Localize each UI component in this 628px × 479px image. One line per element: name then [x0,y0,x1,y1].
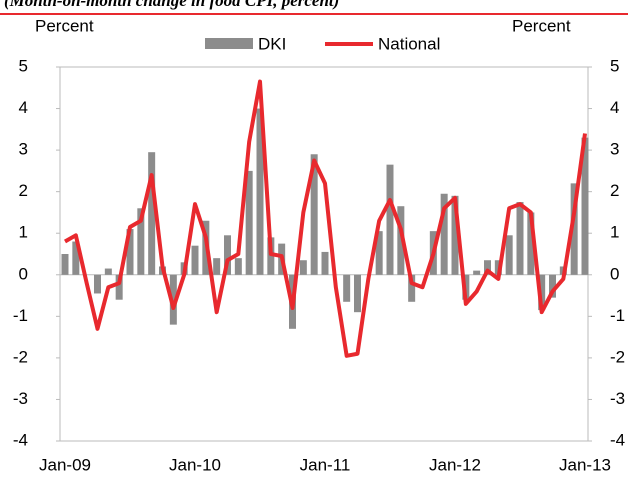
y-tick-label: 4 [19,98,28,117]
bar [245,170,253,275]
y-axis-label: Percent [35,16,94,35]
y2-tick-label: -4 [610,430,625,449]
bar [267,237,275,275]
y-tick-label: 0 [19,264,28,283]
y-tick-label: 5 [19,56,28,75]
bar [473,270,481,275]
y-tick-label: -3 [13,389,28,408]
bar [115,274,123,300]
bar [570,183,578,275]
x-tick-label: Jan-13 [559,455,611,474]
legend-label: DKI [258,34,286,53]
y2-tick-label: -2 [610,347,625,366]
bar [169,274,177,325]
bar [440,193,448,275]
bar [516,202,524,275]
bar [224,235,231,275]
bar [104,268,112,275]
y2-tick-label: 5 [610,56,619,75]
bar [72,241,80,275]
bar [299,260,307,275]
y2-tick-label: 1 [610,223,619,242]
bar [234,258,242,275]
bar [408,274,416,302]
line [64,79,587,358]
bar [310,154,318,275]
chart-title: (Month-on-month change in food CPI, perc… [4,0,339,10]
y2-tick-label: -1 [610,306,625,325]
bar [549,274,556,298]
bar [354,274,361,313]
bar [126,229,134,275]
bar [256,108,264,275]
bar [397,206,405,275]
y2-tick-label: 4 [610,98,619,117]
y-tick-label: -4 [13,430,28,449]
y2-axis-label: Percent [512,16,571,35]
legend-swatch [205,38,253,49]
bar [386,164,394,275]
bar [505,235,513,275]
y-tick-label: -1 [13,306,28,325]
y2-tick-label: 2 [610,181,619,200]
bar [484,260,491,275]
bar [451,195,459,275]
bar [321,251,329,275]
bar [375,231,383,275]
y2-tick-label: -3 [610,389,625,408]
y-tick-label: 3 [19,140,28,159]
legend-label: National [378,34,440,53]
x-tick-label: Jan-09 [39,455,91,474]
bar [94,274,101,294]
y2-tick-label: 0 [610,264,619,283]
x-tick-label: Jan-12 [429,455,481,474]
bar [148,152,156,275]
bar [213,258,221,275]
x-tick-label: Jan-11 [300,455,351,474]
bar [343,274,351,302]
bar [137,208,145,275]
y-tick-label: 2 [19,181,28,200]
y-tick-label: -2 [13,347,28,366]
bar [527,212,535,275]
y2-tick-label: 3 [610,140,619,159]
x-tick-label: Jan-10 [169,455,221,474]
bar [538,274,546,311]
y-tick-label: 1 [19,223,28,242]
bar [191,245,199,275]
bar [581,137,589,275]
bar [61,254,69,275]
